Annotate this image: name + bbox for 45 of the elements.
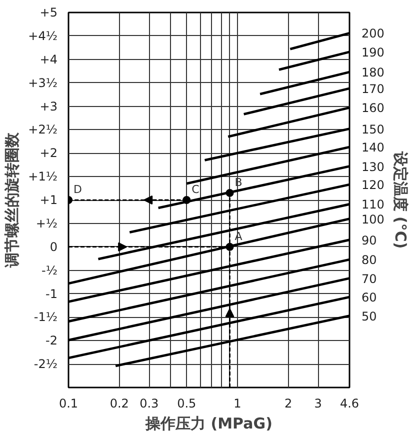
- y-tick-label: -1½: [34, 310, 58, 324]
- series-label: 190: [362, 45, 384, 60]
- x-axis-title: 操作压力 (MPaG): [144, 414, 272, 432]
- y2-axis-title: 设定温度 (°C): [391, 150, 410, 249]
- y-tick-label: +2: [40, 146, 58, 160]
- x-tick-label: 2: [284, 396, 292, 410]
- x-tick-label: 0.1: [58, 396, 78, 410]
- y-tick-label: +½: [36, 216, 58, 230]
- annotation: C: [192, 183, 200, 196]
- y-tick-label: -1: [46, 286, 58, 301]
- series-label: 80: [362, 253, 377, 268]
- series-label: 160: [362, 101, 384, 116]
- x-tick-label: 0.2: [110, 396, 129, 410]
- series-label: 180: [362, 66, 384, 80]
- series-label: 110: [362, 198, 384, 212]
- y-tick-label: +3: [40, 99, 58, 114]
- x-tick-label: 0.3: [140, 396, 159, 410]
- y-tick-label: -2½: [34, 357, 58, 372]
- y-tick-label: +4: [40, 52, 58, 66]
- series-label: 130: [362, 160, 384, 174]
- x-tick-label: 4.6: [340, 396, 360, 410]
- series-label: 120: [362, 178, 384, 192]
- series-label: 170: [362, 82, 384, 96]
- y-tick-label: 0: [50, 240, 58, 254]
- series-label: 90: [362, 233, 377, 248]
- x-tick-label: 1: [234, 396, 242, 410]
- series-label: 200: [362, 26, 384, 41]
- series-label: 60: [362, 290, 377, 305]
- y-tick-label: -2: [46, 334, 58, 348]
- y-tick-label: +2½: [28, 122, 58, 137]
- y-tick-label: +1½: [28, 170, 58, 184]
- annotation: D: [74, 183, 82, 196]
- series-label: 150: [362, 122, 384, 136]
- y-tick-label: +1: [40, 193, 58, 207]
- y-tick-label: +3½: [28, 76, 58, 90]
- series-label: 50: [362, 309, 377, 324]
- series-label: 70: [362, 272, 377, 286]
- series-label: 140: [362, 140, 384, 155]
- y-axis-title: 调节螺丝的旋转圈数: [3, 132, 22, 268]
- y-tick-label: -½: [42, 263, 58, 278]
- y-tick-label: +4½: [28, 28, 58, 43]
- x-tick-label: 0.5: [177, 396, 196, 410]
- x-tick-label: 3: [314, 396, 322, 410]
- y-tick-label: +5: [40, 6, 58, 20]
- series-label: 100: [362, 212, 384, 226]
